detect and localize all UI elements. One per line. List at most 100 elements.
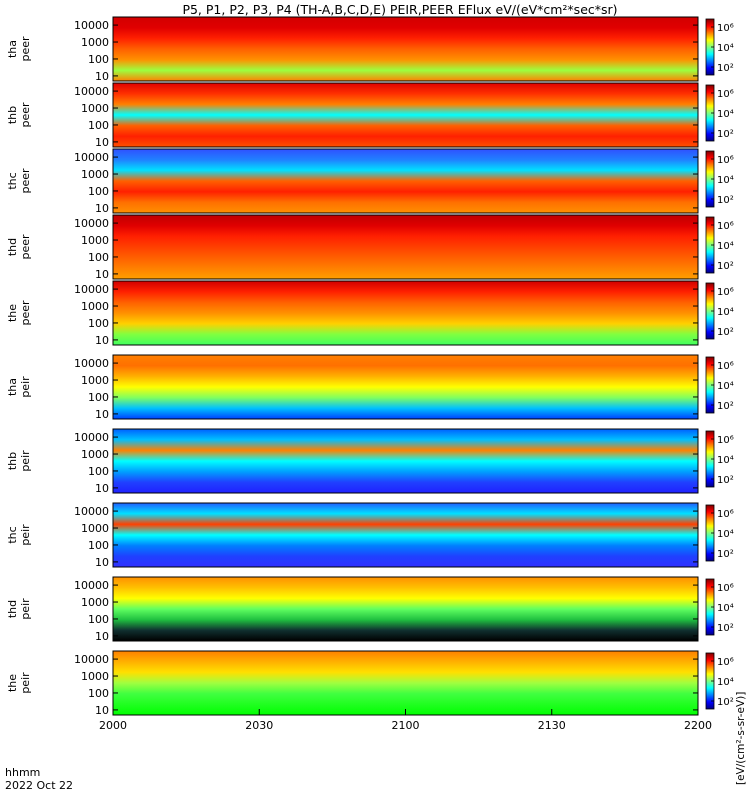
y-tick-label: 1000 [81, 102, 109, 115]
spectrogram-image [113, 651, 698, 715]
y-tick-label: 100 [88, 391, 109, 404]
y-tick-label: 1000 [81, 374, 109, 387]
colorbar-tick-label: 10⁴ [717, 677, 734, 688]
y-tick-label: 10000 [74, 19, 109, 32]
y-tick-label: 10000 [74, 85, 109, 98]
colorbar-tha-peer: 10⁶ 10⁴ 10² [705, 18, 734, 76]
panel-thb-peer: 10000 1000 100 10 thbpeer [6, 82, 699, 149]
panel-the-peer: 10000 1000 100 10 thepeer [6, 280, 699, 347]
x-axis: 2000 2030 2100 2130 2200 [99, 709, 712, 732]
panel-frame [112, 354, 699, 420]
panel-frame [112, 148, 699, 214]
x-tick-label: 2130 [538, 719, 566, 732]
colorbar-tick-label: 10⁶ [717, 583, 734, 594]
y-tick-label: 100 [88, 687, 109, 700]
colorbar-tick-label: 10² [717, 697, 734, 708]
colorbar-tick-label: 10² [717, 475, 734, 486]
y-tick-label: 10 [95, 70, 109, 83]
y-tick-label: 100 [88, 251, 109, 264]
spectrogram-image [113, 577, 698, 641]
y-tick-label: 10000 [74, 357, 109, 370]
panel-frame [112, 576, 699, 642]
panel-tha-peir: 10000 1000 100 10 thapeir [6, 354, 699, 421]
y-tick-label: 100 [88, 317, 109, 330]
colorbar-tick-label: 10⁴ [717, 603, 734, 614]
y-tick-label: 10000 [74, 431, 109, 444]
y-tick-label: 10 [95, 334, 109, 347]
colorbar-tick-label: 10⁴ [717, 241, 734, 252]
chart-title: P5, P1, P2, P3, P4 (TH-A,B,C,D,E) PEIR,P… [182, 2, 617, 17]
y-tick-label: 10 [95, 136, 109, 149]
colorbar-tick-label: 10⁶ [717, 221, 734, 232]
y-tick-label: 100 [88, 185, 109, 198]
colorbar-tick-label: 10⁶ [717, 23, 734, 34]
y-tick-label: 10 [95, 556, 109, 569]
y-tick-label: 100 [88, 465, 109, 478]
colorbar-tick-label: 10² [717, 261, 734, 272]
y-tick-label: 10 [95, 630, 109, 643]
spectrogram-image [113, 17, 698, 81]
panel-thc-peir: 10000 1000 100 10 thcpeir [6, 502, 699, 569]
colorbar-tha-peir: 10⁶ 10⁴ 10² [705, 356, 734, 414]
colorbar-thc-peir: 10⁶ 10⁴ 10² [705, 504, 734, 562]
y-tick-label: 10000 [74, 217, 109, 230]
spectrogram-image [113, 281, 698, 345]
x-tick-label: 2000 [99, 719, 127, 732]
y-tick-label: 1000 [81, 168, 109, 181]
y-tick-label: 10000 [74, 579, 109, 592]
colorbar-the-peir: 10⁶ 10⁴ 10² [705, 652, 734, 710]
colorbar-tick-label: 10⁶ [717, 657, 734, 668]
panel-frame [112, 280, 699, 346]
colorbar-label: [eV/(cm²-s-sr-eV)] [735, 692, 747, 785]
panel-label-thd-peir: thdpeir [6, 598, 32, 620]
x-tick-label: 2030 [245, 719, 273, 732]
x-axis-label-date: 2022 Oct 22 [5, 779, 73, 792]
colorbar-the-peer: 10⁶ 10⁴ 10² [705, 282, 734, 340]
colorbar-tick-label: 10⁴ [717, 175, 734, 186]
y-tick-label: 10 [95, 482, 109, 495]
colorbar-tick-label: 10² [717, 549, 734, 560]
panel-thb-peir: 10000 1000 100 10 thbpeir [6, 428, 699, 495]
y-tick-label: 1000 [81, 522, 109, 535]
colorbar-tick-label: 10² [717, 195, 734, 206]
panel-label-the-peer: thepeer [6, 300, 32, 326]
y-tick-label: 1000 [81, 36, 109, 49]
y-tick-label: 10 [95, 408, 109, 421]
panel-label-thc-peer: thcpeer [6, 168, 32, 194]
y-tick-label: 100 [88, 53, 109, 66]
panel-label-the-peir: thepeir [6, 672, 32, 694]
colorbars-group: 10⁶ 10⁴ 10² 10⁶ 10⁴ 10² 10⁶ 10⁴ 10² 10⁶ 10⁴ 10² 10⁶ 1… [705, 18, 734, 710]
y-tick-label: 1000 [81, 448, 109, 461]
panel-frame [112, 428, 699, 494]
panel-frame [112, 502, 699, 568]
colorbar-tick-label: 10⁴ [717, 529, 734, 540]
colorbar-tick-label: 10² [717, 63, 734, 74]
colorbar-tick-label: 10² [717, 129, 734, 140]
colorbar-tick-label: 10² [717, 327, 734, 338]
panel-frame [112, 82, 699, 148]
panel-label-thb-peir: thbpeir [6, 450, 32, 472]
y-tick-label: 100 [88, 613, 109, 626]
y-tick-label: 10000 [74, 653, 109, 666]
x-tick-label: 2200 [684, 719, 712, 732]
spectrogram-image [113, 83, 698, 147]
y-tick-label: 10 [95, 268, 109, 281]
colorbar-tick-label: 10² [717, 401, 734, 412]
spectrogram-image [113, 215, 698, 279]
panel-the-peir: 10000 1000 100 10 thepeir [6, 650, 699, 717]
panel-tha-peer: 10000 1000 100 10 thapeer [6, 16, 699, 83]
spectrogram-image [113, 149, 698, 213]
spectrogram-image [113, 429, 698, 493]
y-tick-label: 1000 [81, 300, 109, 313]
y-tick-label: 100 [88, 119, 109, 132]
colorbar-thd-peir: 10⁶ 10⁴ 10² [705, 578, 734, 636]
panel-label-thb-peer: thbpeer [6, 102, 32, 128]
colorbar-tick-label: 10⁶ [717, 361, 734, 372]
panel-thd-peir: 10000 1000 100 10 thdpeir [6, 576, 699, 643]
colorbar-tick-label: 10⁶ [717, 155, 734, 166]
panel-thd-peer: 10000 1000 100 10 thdpeer [6, 214, 699, 281]
panel-label-thc-peir: thcpeir [6, 524, 32, 546]
y-tick-label: 1000 [81, 670, 109, 683]
colorbar-tick-label: 10⁶ [717, 287, 734, 298]
